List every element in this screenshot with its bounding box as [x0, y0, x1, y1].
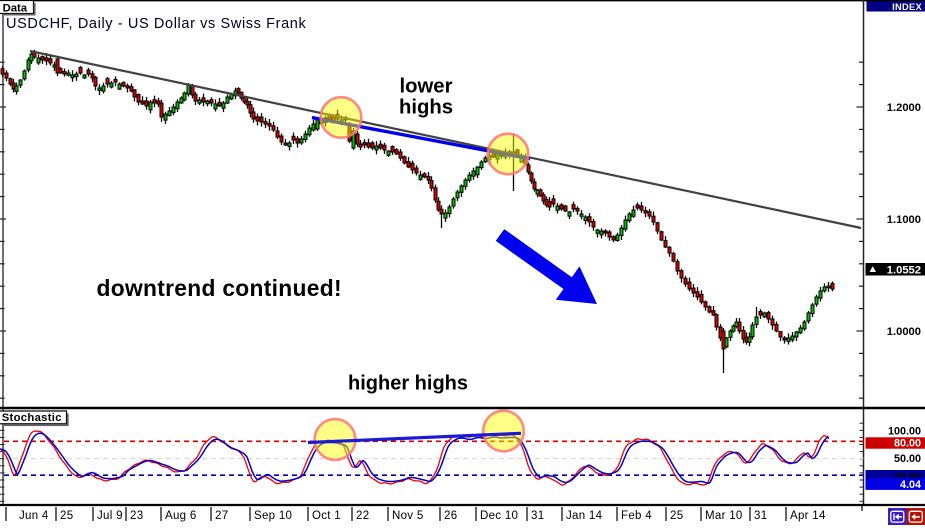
svg-text:downtrend continued!: downtrend continued! [97, 275, 342, 301]
svg-text:Jan 14: Jan 14 [566, 510, 603, 522]
svg-text:23: 23 [130, 510, 143, 522]
svg-text:highs: highs [399, 97, 453, 119]
svg-text:Apr 14: Apr 14 [790, 510, 826, 522]
svg-text:1.2000: 1.2000 [887, 102, 921, 114]
svg-text:Jul 9: Jul 9 [97, 510, 123, 522]
svg-text:lower: lower [400, 76, 453, 98]
svg-text:22: 22 [356, 510, 369, 522]
svg-text:Jun 4: Jun 4 [19, 510, 49, 522]
svg-text:31: 31 [531, 510, 544, 522]
svg-text:80.00: 80.00 [894, 438, 921, 450]
svg-text:31: 31 [754, 510, 767, 522]
svg-text:Stochastic: Stochastic [2, 412, 62, 424]
svg-text:27: 27 [215, 510, 228, 522]
svg-text:50.00: 50.00 [894, 453, 921, 465]
svg-text:1.1000: 1.1000 [887, 214, 921, 226]
svg-text:25: 25 [60, 510, 73, 522]
svg-text:Aug 6: Aug 6 [165, 510, 197, 522]
svg-text:26: 26 [444, 510, 457, 522]
svg-text:Oct 1: Oct 1 [312, 510, 341, 522]
svg-text:4.04: 4.04 [900, 479, 921, 491]
svg-text:INDEX: INDEX [892, 2, 922, 12]
svg-text:Mar 10: Mar 10 [705, 510, 743, 522]
svg-text:Data: Data [3, 2, 28, 14]
svg-text:Nov 5: Nov 5 [392, 510, 424, 522]
svg-text:Dec 10: Dec 10 [480, 510, 518, 522]
svg-text:100.00: 100.00 [888, 426, 921, 438]
svg-text:Sep 10: Sep 10 [254, 510, 292, 522]
svg-text:USDCHF, Daily - US Dollar vs S: USDCHF, Daily - US Dollar vs Swiss Frank [6, 16, 306, 32]
svg-text:higher highs: higher highs [348, 373, 468, 395]
svg-text:Feb 4: Feb 4 [621, 510, 652, 522]
svg-text:1.0552: 1.0552 [887, 265, 921, 277]
svg-text:1.0000: 1.0000 [887, 326, 921, 338]
svg-text:25: 25 [670, 510, 683, 522]
